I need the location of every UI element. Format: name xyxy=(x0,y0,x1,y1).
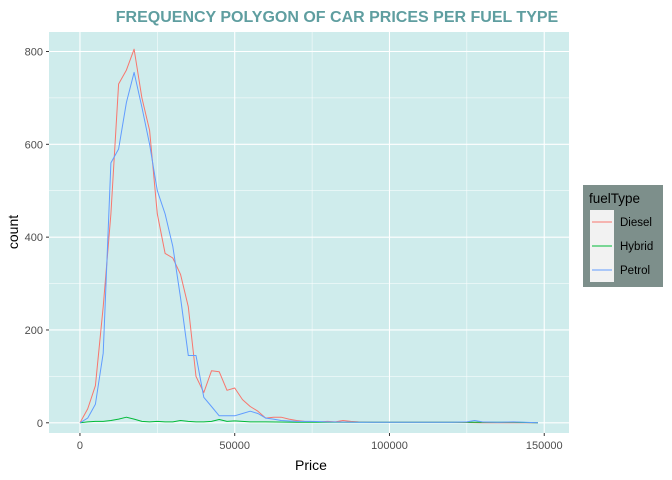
y-tick-label: 200 xyxy=(25,325,43,337)
x-axis-title: Price xyxy=(295,457,327,473)
legend-label: Diesel xyxy=(620,217,652,229)
y-tick-label: 400 xyxy=(25,232,43,244)
series-line-petrol xyxy=(79,71,539,424)
legend: fuelType Diesel Hybrid Petrol xyxy=(583,185,663,287)
x-tick-label: 50000 xyxy=(219,440,250,452)
x-tick-label: 100000 xyxy=(371,440,408,452)
minor-gridlines xyxy=(49,32,569,433)
legend-label: Hybrid xyxy=(620,241,653,253)
y-tick-label: 0 xyxy=(37,418,43,430)
x-tick-label: 150000 xyxy=(526,440,563,452)
major-gridlines xyxy=(49,32,569,433)
legend-title: fuelType xyxy=(589,191,640,206)
y-tick-label: 600 xyxy=(25,139,43,151)
x-axis: 0 50000 100000 150000 xyxy=(77,433,563,452)
legend-label: Petrol xyxy=(620,265,650,277)
y-axis-title: count xyxy=(5,215,21,249)
y-axis: 0 200 400 600 800 xyxy=(25,46,49,430)
legend-items: Diesel Hybrid Petrol xyxy=(590,210,653,282)
plot-panel xyxy=(49,32,569,433)
series-lines xyxy=(79,48,539,424)
chart-title: FREQUENCY POLYGON OF CAR PRICES PER FUEL… xyxy=(116,9,559,26)
y-tick-label: 800 xyxy=(25,46,43,58)
x-tick-label: 0 xyxy=(77,440,83,452)
